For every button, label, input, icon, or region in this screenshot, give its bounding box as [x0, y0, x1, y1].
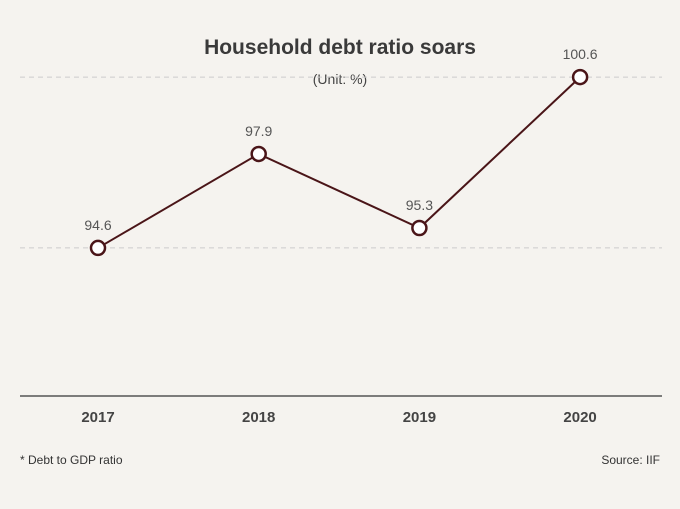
data-point	[411, 219, 428, 237]
x-tick-label: 2018	[242, 409, 275, 426]
data-label: 95.3	[406, 197, 433, 213]
data-point	[250, 145, 267, 163]
footnote: * Debt to GDP ratio	[20, 453, 123, 467]
chart-subtitle: (Unit: %)	[312, 71, 368, 87]
data-point	[89, 239, 107, 257]
x-tick-label: 2019	[403, 409, 436, 426]
chart-title: Household debt ratio soars	[204, 36, 476, 59]
x-tick-label: 2017	[81, 409, 114, 426]
x-tick-label: 2020	[563, 409, 596, 426]
data-label: 97.9	[245, 123, 272, 139]
series-line	[97, 76, 581, 249]
source-note: Source: IIF	[601, 453, 660, 467]
data-point	[571, 68, 589, 86]
data-label: 94.6	[84, 217, 111, 233]
data-label: 100.6	[563, 46, 598, 62]
